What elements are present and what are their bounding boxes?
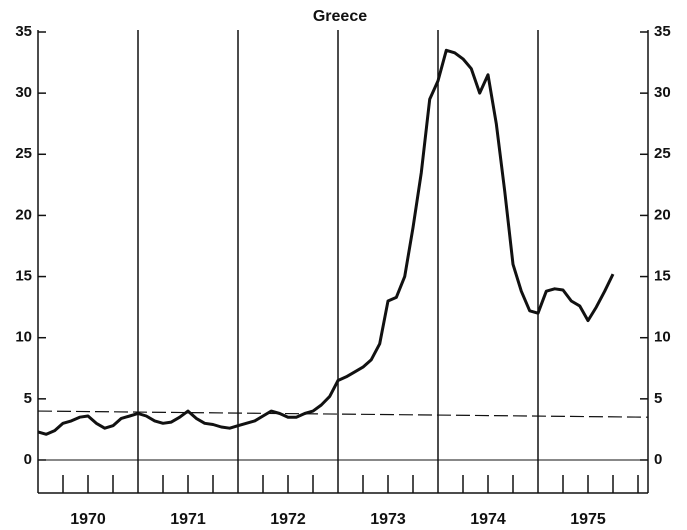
y2-tick-label: 5 <box>654 390 662 407</box>
x-tick-label: 1972 <box>270 511 306 528</box>
y-tick-label: 15 <box>15 268 32 285</box>
y-tick-label: 25 <box>15 145 32 162</box>
y2-tick-label: 25 <box>654 145 671 162</box>
y2-tick-label: 20 <box>654 206 671 223</box>
y-tick-label: 5 <box>24 390 32 407</box>
x-tick-label: 1973 <box>370 511 406 528</box>
chart-title: Greece <box>313 8 367 25</box>
y-tick-label: 0 <box>24 451 32 468</box>
reference-line <box>37 410 649 418</box>
y-tick-label: 20 <box>15 206 32 223</box>
y-tick-label: 30 <box>15 84 32 101</box>
x-tick-label: 1970 <box>70 511 106 528</box>
y2-tick-label: 0 <box>654 451 662 468</box>
y2-tick-label: 35 <box>654 23 671 40</box>
data-line <box>37 48 615 436</box>
y2-tick-label: 30 <box>654 84 671 101</box>
x-tick-label: 1971 <box>170 511 206 528</box>
y-tick-label: 35 <box>15 23 32 40</box>
x-tick-label: 1974 <box>470 511 506 528</box>
x-tick-label: 1975 <box>570 511 606 528</box>
y2-tick-label: 15 <box>654 268 671 285</box>
y2-tick-label: 10 <box>654 329 671 346</box>
y-tick-label: 10 <box>15 329 32 346</box>
